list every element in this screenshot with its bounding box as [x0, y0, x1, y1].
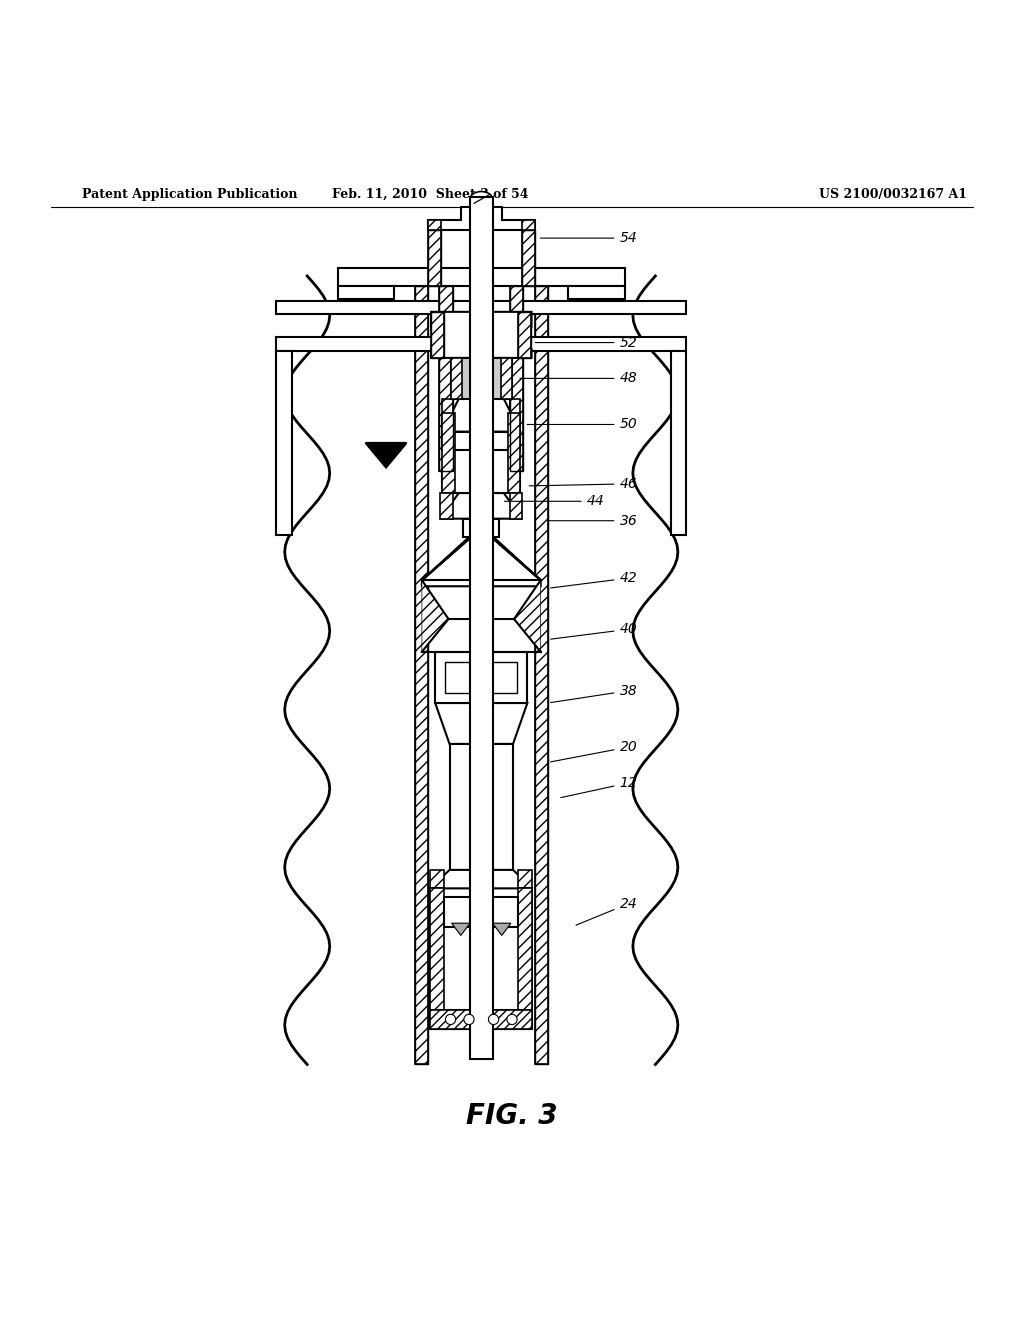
- Bar: [535, 286, 548, 1064]
- Bar: [510, 286, 523, 470]
- Text: 46: 46: [529, 477, 637, 491]
- Bar: [470, 197, 493, 1060]
- Circle shape: [445, 1014, 456, 1024]
- Polygon shape: [366, 444, 407, 467]
- Polygon shape: [431, 312, 531, 358]
- Bar: [487, 896, 518, 927]
- Polygon shape: [435, 704, 527, 744]
- Bar: [430, 888, 444, 1028]
- Polygon shape: [442, 399, 520, 432]
- Bar: [521, 230, 535, 286]
- Text: 36: 36: [548, 513, 637, 528]
- Text: 38: 38: [551, 684, 637, 702]
- Bar: [444, 896, 475, 927]
- Bar: [430, 870, 444, 888]
- Bar: [518, 312, 531, 358]
- Bar: [430, 1010, 532, 1028]
- Bar: [276, 301, 686, 314]
- Polygon shape: [452, 923, 470, 936]
- Polygon shape: [492, 537, 541, 586]
- Bar: [338, 268, 625, 286]
- Circle shape: [464, 1014, 474, 1024]
- Polygon shape: [492, 537, 541, 579]
- Polygon shape: [338, 286, 394, 298]
- Text: Patent Application Publication: Patent Application Publication: [82, 187, 297, 201]
- Bar: [428, 219, 440, 230]
- Bar: [428, 230, 440, 286]
- Text: 52: 52: [536, 335, 637, 350]
- Bar: [439, 286, 453, 470]
- Polygon shape: [422, 579, 449, 652]
- Bar: [439, 286, 453, 470]
- Text: 48: 48: [520, 371, 637, 385]
- Bar: [671, 351, 686, 535]
- Bar: [518, 870, 532, 888]
- Bar: [510, 399, 520, 432]
- Bar: [430, 1010, 532, 1028]
- Bar: [442, 413, 520, 494]
- Bar: [510, 494, 522, 519]
- Text: 24: 24: [577, 896, 637, 925]
- Polygon shape: [442, 432, 520, 450]
- Bar: [442, 399, 453, 432]
- Text: US 2100/0032167 A1: US 2100/0032167 A1: [819, 187, 968, 201]
- Bar: [450, 744, 513, 870]
- Bar: [415, 286, 428, 1064]
- Bar: [463, 519, 499, 537]
- Bar: [440, 494, 453, 519]
- Bar: [435, 652, 527, 704]
- Bar: [508, 413, 520, 494]
- Bar: [428, 230, 440, 286]
- Bar: [415, 286, 428, 1064]
- Polygon shape: [422, 537, 471, 586]
- Polygon shape: [440, 494, 522, 519]
- Text: FIG. 3: FIG. 3: [466, 1102, 558, 1130]
- Bar: [445, 663, 517, 693]
- Text: 54: 54: [541, 231, 637, 246]
- Polygon shape: [514, 579, 541, 652]
- Bar: [442, 413, 455, 494]
- Bar: [451, 358, 462, 399]
- Bar: [518, 888, 532, 1028]
- Text: Feb. 11, 2010  Sheet 3 of 54: Feb. 11, 2010 Sheet 3 of 54: [332, 187, 528, 201]
- Text: 20: 20: [551, 741, 637, 762]
- Bar: [501, 358, 512, 399]
- Polygon shape: [568, 286, 625, 298]
- Bar: [510, 286, 523, 470]
- Bar: [535, 286, 548, 1064]
- Text: 42: 42: [551, 572, 637, 587]
- Polygon shape: [493, 923, 511, 936]
- Polygon shape: [422, 537, 471, 579]
- Bar: [431, 312, 444, 358]
- Polygon shape: [430, 870, 532, 888]
- Bar: [276, 338, 686, 351]
- Text: 40: 40: [551, 622, 637, 639]
- Bar: [521, 230, 535, 286]
- Circle shape: [488, 1014, 499, 1024]
- Bar: [276, 351, 292, 535]
- Bar: [518, 312, 531, 358]
- Text: 50: 50: [527, 417, 637, 432]
- Ellipse shape: [470, 191, 493, 207]
- Bar: [451, 358, 512, 399]
- Bar: [521, 219, 535, 230]
- Polygon shape: [428, 207, 535, 230]
- Text: 44: 44: [505, 494, 604, 508]
- Text: 12: 12: [561, 776, 637, 797]
- Bar: [430, 888, 532, 1028]
- Polygon shape: [285, 276, 678, 1064]
- Bar: [431, 312, 444, 358]
- Circle shape: [507, 1014, 517, 1024]
